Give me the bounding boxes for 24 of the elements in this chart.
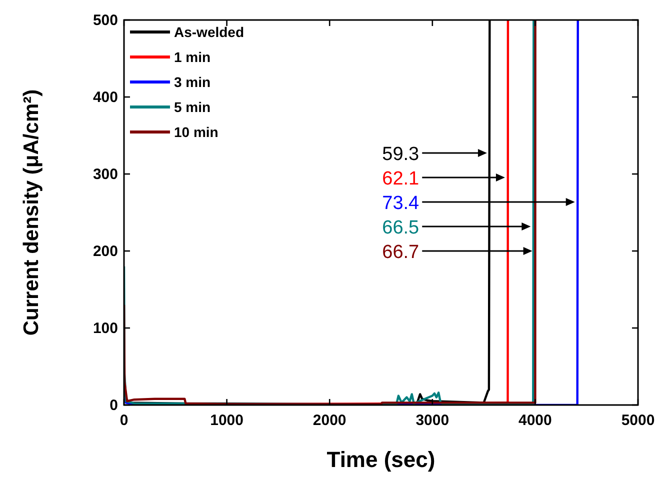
x-axis-title: Time (sec) <box>326 447 436 472</box>
y-tick-label: 400 <box>92 89 118 106</box>
legend-label: 5 min <box>174 99 211 115</box>
annotation: 66.5 <box>382 218 420 238</box>
y-tick-label: 300 <box>92 166 118 183</box>
annotation: 59.3 <box>382 144 420 165</box>
x-tick-label: 2000 <box>312 412 346 429</box>
annotation: 62.1 <box>382 168 420 190</box>
legend-label: 10 min <box>174 124 218 140</box>
y-tick-label: 0 <box>110 397 118 414</box>
y-tick-label: 200 <box>92 243 118 260</box>
annotation: 66.7 <box>382 242 420 263</box>
y-tick-label: 100 <box>92 320 118 337</box>
legend-label: 1 min <box>174 49 211 65</box>
x-tick-label: 5000 <box>621 412 655 429</box>
annotation: 73.4 <box>382 193 420 214</box>
legend-label: 3 min <box>174 74 211 90</box>
legend-label: As-welded <box>174 24 244 40</box>
x-tick-label: 1000 <box>210 412 244 429</box>
x-tick-label: 0 <box>120 412 128 429</box>
x-tick-label: 3000 <box>416 412 450 429</box>
y-tick-label: 500 <box>92 12 118 29</box>
y-axis-title: Current density (μA/cm²) <box>20 89 43 336</box>
x-tick-label: 4000 <box>518 412 552 429</box>
